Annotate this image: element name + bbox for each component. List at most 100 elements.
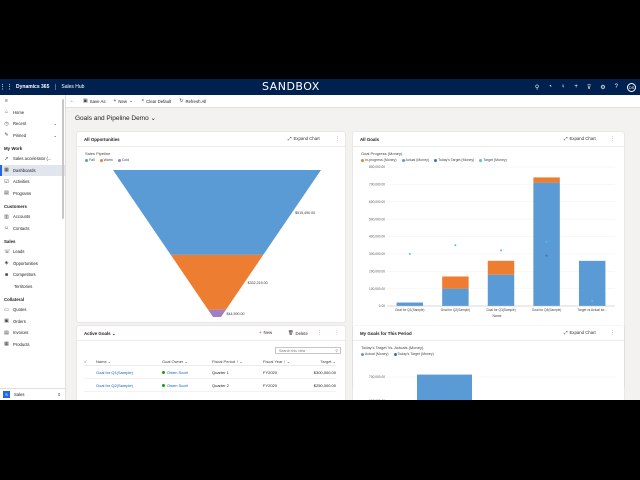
chevron-down-icon[interactable]: ⌄ — [53, 121, 57, 127]
grid-header: ✓ Name ⌄ Goal Owner ⌄ Fiscal Period ↑ ⌄ … — [84, 357, 336, 366]
data-label: $44,590.00 — [226, 312, 244, 316]
chart-legend: In-progress (Money) Actual (Money) Today… — [361, 158, 507, 162]
filter-icon[interactable]: ⊽ — [586, 84, 592, 91]
expand-icon: ⤢ — [564, 330, 568, 335]
goal-name-link[interactable]: Goal for Q1(Sample) — [96, 369, 133, 375]
order-icon: ▣ — [4, 318, 9, 325]
area-switcher[interactable]: S Sales ⇕ — [0, 388, 65, 400]
task-flow-icon[interactable]: ◔ — [548, 84, 552, 90]
bar-in-progress — [533, 177, 560, 183]
more-options-icon[interactable]: ⋮ — [334, 330, 339, 336]
topbar-icons: ⚲ ◔ ♀ + ⊽ ⚙ ? DS — [535, 79, 636, 95]
lightbulb-icon[interactable]: ♀ — [560, 84, 566, 90]
sidebar-item-opportunities[interactable]: ◈ Opportunities — [4, 260, 38, 267]
legend-item[interactable]: Fall — [85, 158, 95, 162]
sidebar-item-invoices[interactable]: ▤ Invoices — [4, 329, 29, 336]
bar-in-progress — [442, 276, 469, 289]
help-icon[interactable]: ? — [614, 84, 618, 90]
new-button[interactable]: + New ⌄ — [113, 98, 134, 104]
competitor-icon: ☻ — [4, 271, 10, 278]
sidebar-item-pinned[interactable]: ✎ Pinned ⌄ — [4, 132, 57, 139]
table-row[interactable]: Goal for Q2(Sample) Owen Scott Quarter 2… — [84, 379, 336, 392]
legend-item[interactable]: Today's Target (Money) — [434, 158, 474, 162]
search-input[interactable]: Search this view ⚲ — [275, 347, 341, 354]
y-tick-label: 400,000.00 — [369, 235, 385, 239]
y-tick-label: 800,000.00 — [369, 165, 385, 169]
plus-icon[interactable]: + — [574, 84, 578, 90]
new-button[interactable]: + New — [259, 330, 273, 335]
sidebar-item-recent[interactable]: ◷ Recent ⌄ — [4, 120, 57, 127]
sidebar-item-orders[interactable]: ▣ Orders — [4, 318, 26, 325]
refresh-all-button[interactable]: ↻ Refresh All — [179, 98, 207, 104]
bar-actual — [396, 302, 424, 306]
sidebar-item-programs[interactable]: ▤ Programs — [4, 190, 32, 197]
point-target — [454, 244, 457, 247]
sidebar-item-dashboards[interactable]: ▦ Dashboards — [0, 164, 65, 176]
hamburger-icon[interactable]: ≡ — [5, 97, 8, 104]
funnel-segment — [208, 309, 226, 317]
hub-name[interactable]: Sales Hub — [61, 84, 85, 90]
sidebar-item-leads[interactable]: ☏ Leads — [4, 248, 25, 255]
expand-chart-button[interactable]: ⤢ Expand Chart — [288, 136, 320, 141]
legend-item[interactable]: Cold — [117, 158, 129, 162]
goal-owner-link[interactable]: Owen Scott — [162, 383, 212, 388]
dashboard-selector[interactable]: Goals and Pipeline Demo ⌄ — [75, 115, 156, 122]
sidebar-item-territories[interactable]: Territories — [14, 283, 33, 289]
sidebar-item-quotes[interactable]: ▭ Quotes — [4, 306, 27, 313]
delete-button[interactable]: 🗑 Delete — [288, 330, 308, 336]
sidebar: ≡ ⌂ Home ◷ Recent ⌄ ✎ Pinned ⌄ My Work ➚ Sales… — [0, 95, 66, 400]
back-arrow-icon[interactable]: ← — [70, 98, 75, 104]
section-title: Sales — [4, 239, 16, 244]
sidebar-item-sales-accelerator[interactable]: ➚ Sales accelerator (... — [4, 155, 52, 162]
goal-owner-link[interactable]: Owen Scott — [162, 370, 212, 375]
y-tick-label: 100,000.00 — [369, 287, 385, 291]
app-name[interactable]: Dynamics 365 — [12, 84, 57, 90]
active-goals-panel: Active Goals ⌄ + New 🗑 Delete ⋮ ⋮ Search t… — [77, 326, 345, 400]
person-icon: ☺ — [4, 225, 10, 232]
sidebar-item-accounts[interactable]: ▥ Accounts — [4, 213, 31, 220]
waffle-icon[interactable]: ⋮⋮ — [0, 84, 13, 91]
column-header-name[interactable]: Name ⌄ — [96, 358, 112, 364]
chart-legend: Actual (Money) Today's Target (Money) — [361, 352, 434, 356]
avatar[interactable]: DS — [627, 82, 636, 92]
more-options-icon[interactable]: ⋮ — [610, 136, 615, 142]
chevron-down-icon[interactable]: ⌄ — [111, 331, 116, 336]
search-icon[interactable]: ⚲ — [534, 84, 540, 91]
gear-icon[interactable]: ⚙ — [600, 84, 606, 91]
sidebar-scrollbar[interactable] — [62, 99, 64, 219]
top-navigation-bar: ⋮⋮ Dynamics 365 Sales Hub SANDBOX ⚲ ◔ ♀ … — [0, 79, 640, 95]
legend-item[interactable]: Today's Target (Money) — [393, 352, 434, 356]
expand-chart-button[interactable]: ⤢ Expand Chart — [564, 136, 596, 141]
goal-name-link[interactable]: Goal for Q2(Sample) — [96, 382, 133, 388]
legend-item[interactable]: Target (Money) — [479, 158, 507, 162]
bar-actual — [487, 274, 515, 306]
sidebar-item-home[interactable]: ⌂ Home — [4, 109, 25, 116]
more-options-icon[interactable]: ⋮ — [317, 330, 322, 336]
home-icon: ⌂ — [4, 109, 9, 116]
column-header-owner[interactable]: Goal Owner ⌄ — [162, 358, 188, 364]
y-tick-label: 0.00 — [379, 304, 385, 308]
sidebar-item-competitors[interactable]: ☻ Competitors — [4, 271, 36, 278]
column-header-period[interactable]: Fiscal Period ↑ ⌄ — [212, 358, 243, 364]
legend-item[interactable]: Actual (Money) — [401, 158, 429, 162]
save-as-button[interactable]: ▣ Save As — [83, 98, 106, 104]
fiscal-year: FY2020 — [263, 369, 278, 375]
select-all-checkbox[interactable]: ✓ — [84, 358, 88, 364]
expand-chart-button[interactable]: ⤢ Expand Chart — [564, 330, 596, 335]
sidebar-item-activities[interactable]: ☑ Activities — [4, 178, 30, 185]
legend-item[interactable]: In-progress (Money) — [361, 158, 397, 162]
app-window: ⋮⋮ Dynamics 365 Sales Hub SANDBOX ⚲ ◔ ♀ … — [0, 79, 640, 400]
sidebar-item-contacts[interactable]: ☺ Contacts — [4, 225, 30, 232]
table-row[interactable]: Goal for Q1(Sample) Owen Scott Quarter 1… — [84, 366, 336, 379]
building-icon: ▥ — [4, 213, 9, 220]
clear-default-button[interactable]: × Clear Default — [141, 98, 172, 104]
column-header-target[interactable]: Target ⌄ — [320, 358, 336, 364]
chevron-down-icon[interactable]: ⌄ — [53, 132, 57, 138]
sidebar-item-products[interactable]: ▦ Products — [4, 341, 30, 348]
column-header-year[interactable]: Fiscal Year ↑ ⌄ — [263, 358, 291, 364]
more-options-icon[interactable]: ⋮ — [610, 330, 615, 336]
legend-item[interactable]: Warm — [99, 158, 113, 162]
trash-icon: 🗑 — [288, 330, 294, 335]
more-options-icon[interactable]: ⋮ — [335, 136, 340, 142]
legend-item[interactable]: Actual (Money) — [361, 352, 389, 356]
